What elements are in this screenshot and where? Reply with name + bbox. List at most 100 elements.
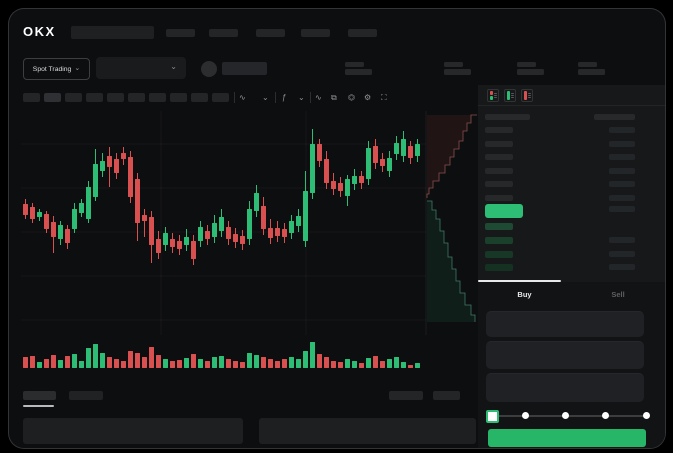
bid-amount-placeholder — [609, 264, 635, 270]
bid-price-placeholder[interactable] — [485, 264, 513, 271]
toolbar-divider — [275, 92, 276, 103]
nav-item-placeholder[interactable] — [348, 29, 377, 37]
timeframe-button-placeholder[interactable] — [44, 93, 61, 102]
book-bids-icon[interactable] — [504, 89, 516, 102]
price-row-amount-placeholder — [609, 206, 635, 212]
toggle-lines — [528, 93, 531, 98]
price-input[interactable] — [486, 311, 644, 337]
orderbook-header-price — [485, 114, 530, 120]
stat-value-placeholder — [517, 69, 544, 75]
nav-item-placeholder[interactable] — [209, 29, 238, 37]
ask-price-placeholder[interactable] — [485, 168, 513, 174]
screenshot-icon[interactable]: ⏣ — [348, 93, 355, 102]
nav-item-placeholder[interactable] — [166, 29, 195, 37]
amount-slider[interactable] — [490, 415, 649, 417]
fullscreen-icon[interactable]: ⛶ — [381, 93, 387, 102]
chevron-down-icon[interactable]: ⌄ — [262, 93, 269, 102]
ask-amount-placeholder — [609, 168, 635, 174]
line — [494, 93, 497, 94]
timeframe-button-placeholder[interactable] — [212, 93, 229, 102]
search-placeholder[interactable] — [71, 26, 154, 39]
slider-stop-dot[interactable] — [522, 412, 529, 419]
settings-icon[interactable]: ⚙ — [364, 93, 372, 102]
line — [511, 93, 514, 94]
ask-amount-placeholder — [609, 154, 635, 160]
book-combined-icon[interactable] — [487, 89, 499, 102]
timeframe-button-placeholder[interactable] — [191, 93, 208, 102]
line — [494, 97, 497, 98]
stat-label-placeholder — [517, 62, 536, 67]
toolbar-divider — [234, 92, 235, 103]
bottom-action-placeholder-2[interactable] — [433, 391, 460, 400]
buy-submit-button[interactable] — [488, 429, 646, 447]
stat-value-placeholder — [444, 69, 471, 75]
draw-tool-icon[interactable]: ⧉ — [331, 93, 337, 102]
amount-input[interactable] — [486, 341, 644, 369]
bid-mark — [490, 96, 493, 100]
toggle-lines — [511, 93, 514, 98]
bid-price-placeholder[interactable] — [485, 223, 513, 230]
line — [511, 97, 514, 98]
stat-value-placeholder — [345, 69, 372, 75]
last-price-badge[interactable] — [485, 204, 523, 218]
slider-stop-dot[interactable] — [562, 412, 569, 419]
pair-avatar[interactable] — [201, 61, 217, 77]
pair-dropdown[interactable]: ⌄ — [96, 57, 186, 79]
ask-price-placeholder[interactable] — [485, 127, 513, 133]
ask-amount-placeholder — [609, 127, 635, 133]
nav-item-placeholder[interactable] — [256, 29, 285, 37]
history-tab-placeholder[interactable] — [69, 391, 103, 400]
candlestick-chart — [21, 111, 477, 335]
timeframe-button-placeholder[interactable] — [149, 93, 166, 102]
stat-label-placeholder — [345, 62, 364, 67]
slider-stop-dot[interactable] — [602, 412, 609, 419]
ask-price-placeholder[interactable] — [485, 154, 513, 160]
bid-price-placeholder[interactable] — [485, 237, 513, 244]
volume-chart — [23, 342, 420, 368]
ask-amount-placeholder — [609, 195, 635, 201]
slider-stop-dot[interactable] — [643, 412, 650, 419]
ask-mark — [490, 91, 493, 95]
ask-price-placeholder[interactable] — [485, 141, 513, 147]
active-tab-indicator — [478, 280, 561, 282]
ask-amount-placeholder — [609, 181, 635, 187]
timeframe-button-placeholder[interactable] — [170, 93, 187, 102]
line — [528, 97, 531, 98]
timeframe-button-placeholder[interactable] — [65, 93, 82, 102]
orderbook-panel: Buy Sell — [478, 85, 665, 448]
timeframe-button-placeholder[interactable] — [107, 93, 124, 102]
line — [511, 95, 514, 96]
book-asks-icon[interactable] — [521, 89, 533, 102]
bid-amount-placeholder — [609, 251, 635, 257]
ask-amount-placeholder — [609, 141, 635, 147]
market-type-selector[interactable]: Spot Trading ⌄ — [23, 58, 90, 80]
total-input[interactable] — [486, 373, 644, 402]
toolbar-divider — [310, 92, 311, 103]
timeframe-button-placeholder[interactable] — [128, 93, 145, 102]
stat-value-placeholder — [578, 69, 605, 75]
bid-price-placeholder[interactable] — [485, 251, 513, 258]
orders-table-placeholder — [23, 418, 243, 444]
line — [528, 93, 531, 94]
divider — [478, 105, 665, 106]
timeframe-button-placeholder[interactable] — [86, 93, 103, 102]
chevron-down-icon[interactable]: ⌄ — [298, 93, 305, 102]
toggle-marks — [524, 91, 527, 100]
nav-item-placeholder[interactable] — [301, 29, 330, 37]
orders-tab-placeholder[interactable] — [23, 391, 56, 400]
indicators-icon[interactable]: ƒ — [282, 93, 287, 102]
line — [528, 95, 531, 96]
ask-price-placeholder[interactable] — [485, 195, 513, 201]
tab-buy[interactable]: Buy — [517, 289, 532, 299]
toggle-marks — [490, 91, 493, 100]
line-tool-icon[interactable]: ∿ — [315, 93, 322, 102]
chart-type-icon[interactable]: ∿ — [239, 93, 246, 102]
bid-amount-placeholder — [609, 237, 635, 243]
line — [494, 95, 497, 96]
ask-price-placeholder[interactable] — [485, 181, 513, 187]
tab-sell[interactable]: Sell — [611, 289, 625, 299]
toggle-lines — [494, 93, 497, 98]
slider-handle[interactable] — [486, 410, 499, 423]
bottom-action-placeholder[interactable] — [389, 391, 423, 400]
timeframe-button-placeholder[interactable] — [23, 93, 40, 102]
